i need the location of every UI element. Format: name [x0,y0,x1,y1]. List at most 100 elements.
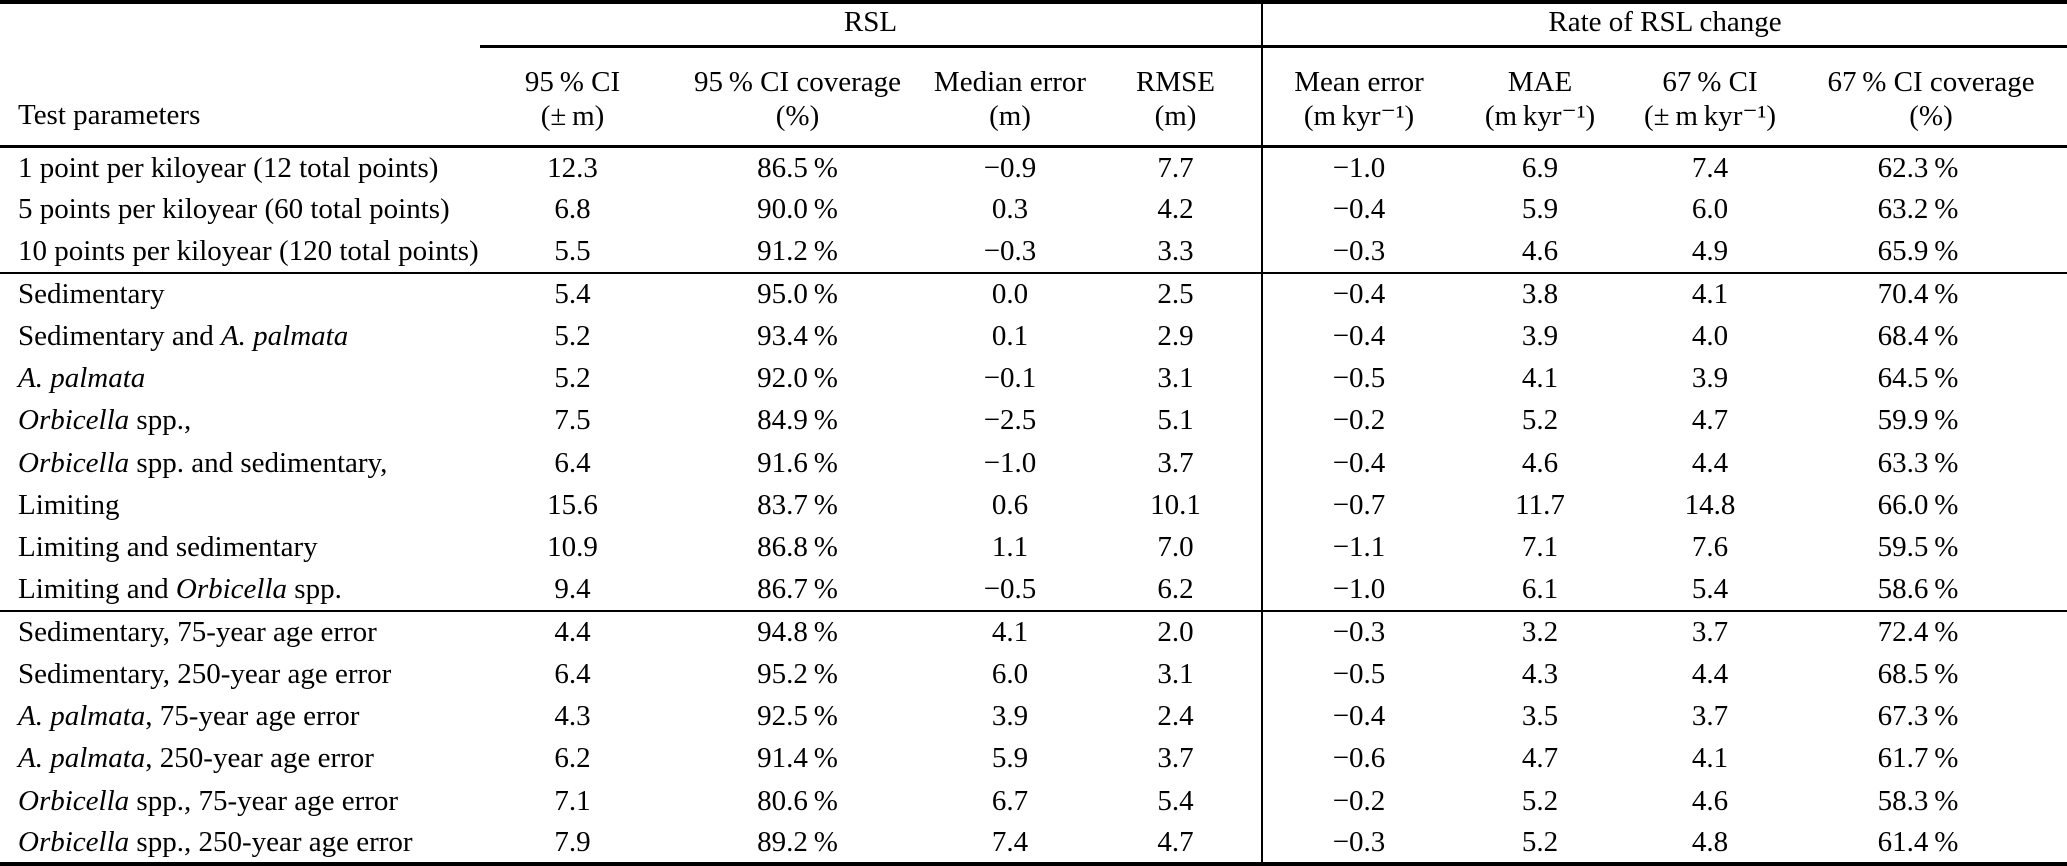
data-cell: 10.9 [547,531,598,564]
data-cell: 59.5 % [1877,531,1959,564]
column-name: 95 % CI coverage [693,65,902,98]
column-name: MAE [1507,65,1573,98]
row-label: Limiting [18,488,120,521]
data-cell: 2.9 [1157,319,1194,352]
data-cell: 92.0 % [757,362,838,395]
data-cell: −0.2 [1261,399,1455,442]
data-cell: 3.2 [1455,609,1625,653]
data-cell: 4.6 [1521,234,1559,267]
data-cell: 80.6 % [757,784,838,817]
data-cell: 4.2 [1157,193,1194,226]
column-unit: (%) [1909,99,1953,132]
rsl-span-header: RSL [480,2,1262,48]
data-cell: 63.2 % [1877,193,1959,226]
data-cell: 0.6 [991,488,1029,521]
table-row: 1 point per kiloyear (12 total points) 12… [0,146,2067,189]
data-cell: 93.4 % [757,319,838,352]
data-cell: 3.1 [1157,362,1194,395]
data-cell: 4.6 [1521,446,1559,479]
data-cell: 64.5 % [1877,362,1959,395]
data-cell: 6.7 [991,784,1029,817]
data-cell: −0.4 [1261,271,1455,315]
data-cell: 6.0 [991,657,1029,690]
table-row: Sedimentary, 75-year age error 4.4 94.8 % 4… [0,609,2067,653]
data-cell: 6.4 [554,446,591,479]
data-cell: 5.2 [554,362,591,395]
data-cell: −0.1 [983,362,1037,395]
data-cell: 66.0 % [1877,488,1959,521]
data-cell: 91.4 % [757,742,838,775]
table-row: A. palmata 5.2 92.0 % −0.1 3.1 −0.5 4.1 3.9 64.5… [0,357,2067,400]
data-cell: 4.4 [1691,446,1729,479]
data-cell: 11.7 [1515,488,1565,521]
row-label: 10 points per kiloyear (120 total points… [18,234,479,267]
data-cell: 94.8 % [665,609,930,653]
table-row: Orbicella spp., 250-year age error 7.9 89.… [0,821,2067,864]
data-cell: 90.0 % [757,193,838,226]
data-cell: 4.9 [1691,234,1729,267]
table-row: A. palmata, 75-year age error 4.3 92.5 % 3.… [0,695,2067,738]
row-label: Orbicella spp. and sedimentary, [18,446,388,479]
row-label: Sedimentary, 250-year age error [18,657,392,690]
row-label: Orbicella spp., 250-year age error [18,825,413,858]
table-row: Limiting and Orbicella spp. 9.4 86.7 % −0.5… [0,568,2067,611]
data-cell: −0.4 [1261,441,1455,484]
table-row: Orbicella spp. and sedimentary, 6.4 91.6 %… [0,441,2067,484]
data-cell: 95.2 % [757,657,838,690]
row-label: A. palmata [18,362,146,395]
data-cell: −0.5 [1261,652,1455,696]
data-cell: 7.4 [1691,151,1729,184]
column-unit: (m kyr⁻¹) [1484,99,1596,132]
data-cell: 7.0 [1157,531,1194,564]
data-cell: 4.3 [554,700,591,733]
data-cell: 92.5 % [757,700,838,733]
column-name: 67 % CI [1662,65,1758,98]
data-cell: −0.4 [1261,314,1455,358]
data-cell: 4.1 [930,609,1090,653]
data-cell: 4.8 [1691,825,1729,858]
data-cell: 6.8 [554,193,591,226]
data-cell: 12.3 [547,151,598,184]
data-cell: 7.1 [1521,531,1559,564]
column-unit: (± m kyr⁻¹) [1643,99,1777,132]
data-cell: 14.8 [1684,488,1736,521]
table-row: 5 points per kiloyear (60 total points) 6… [0,188,2067,231]
data-cell: 5.2 [1521,825,1559,858]
row-label: Sedimentary and A. palmata [18,319,349,352]
data-cell: 9.4 [554,572,591,605]
data-cell: −0.5 [983,572,1037,605]
row-label: A. palmata, 250-year age error [18,742,374,775]
data-cell: 4.1 [1691,742,1729,775]
column-name: Median error [933,65,1087,98]
data-cell: 3.9 [991,700,1029,733]
data-cell: −0.7 [1261,483,1455,527]
data-cell: −0.9 [983,151,1037,184]
data-cell: 5.2 [1521,404,1559,437]
column-name: 95 % CI [524,65,621,98]
data-cell: 95.0 % [665,271,930,315]
row-label: 1 point per kiloyear (12 total points) [18,151,439,184]
data-cell: 5.5 [554,234,591,267]
data-cell: −2.5 [983,404,1037,437]
data-cell: 89.2 % [757,825,838,858]
data-cell: 7.6 [1691,531,1729,564]
data-cell: 7.5 [554,404,591,437]
data-cell: 3.1 [1157,657,1194,690]
column-unit: (m kyr⁻¹) [1303,99,1415,132]
data-cell: −0.3 [1261,609,1455,653]
column-header-7: 67 % CI (± m kyr⁻¹) [1625,46,1795,148]
data-cell: 61.7 % [1877,742,1959,775]
column-name: Mean error [1294,65,1424,98]
data-cell: 4.4 [480,609,665,653]
data-cell: 68.4 % [1877,319,1959,352]
data-cell: 7.4 [991,825,1029,858]
column-unit: (m) [1154,99,1197,132]
data-cell: −1.0 [983,446,1037,479]
column-unit: (± m) [540,99,605,132]
data-cell: −1.1 [1261,526,1455,569]
row-label: Sedimentary [0,271,480,315]
data-cell: 7.1 [554,784,591,817]
data-cell: 5.1 [1157,404,1194,437]
data-cell: 5.9 [991,742,1029,775]
